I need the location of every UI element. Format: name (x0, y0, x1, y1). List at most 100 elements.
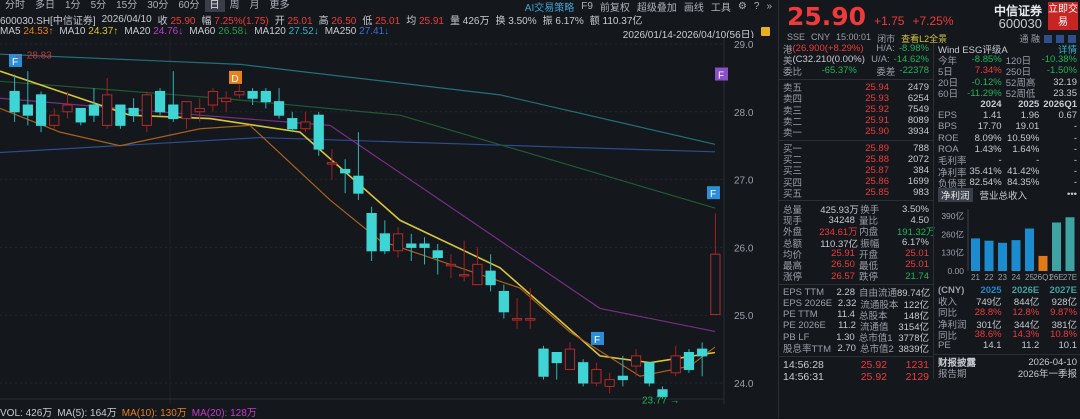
period-tab[interactable]: 1分 (65, 0, 81, 11)
chart-tab[interactable]: 营业总收入 (979, 190, 1028, 202)
toolbar-button[interactable]: AI交易策略 (524, 2, 575, 14)
orderbook-row[interactable]: 买二 25.88 2072 (783, 153, 929, 167)
chart-tab[interactable]: 净利润 (938, 187, 973, 202)
last-price: 25.90 (787, 2, 867, 31)
stat-row: 最高 26.50 最低 25.01 (783, 259, 929, 272)
bar (1052, 222, 1061, 272)
range-value: 7.25%(1.75) (214, 15, 269, 27)
performance-row: 60日 -11.29% 52周低 23.35 (938, 87, 1077, 101)
candle (88, 104, 100, 116)
lock-icon[interactable] (761, 27, 770, 36)
svg-text:25: 25 (1025, 273, 1034, 281)
ma20-line (0, 97, 716, 333)
period-tab[interactable]: 周 (229, 0, 240, 11)
ma120-line (0, 53, 716, 145)
detail-link[interactable]: 详情 (1057, 44, 1077, 56)
candle (511, 318, 523, 321)
period-tab[interactable]: 月 (249, 0, 260, 11)
event-marker-icon (9, 53, 22, 67)
period-tab[interactable]: 日 (204, 0, 225, 12)
y-axis-label: 25.0 (734, 311, 754, 322)
period-tab[interactable]: 多日 (35, 0, 55, 11)
low-marker: 23.77 → (642, 396, 680, 404)
orderbook-row[interactable]: 卖五 25.94 2479 (783, 81, 929, 95)
quote-row: 美 (C32.210(0.00%) U/A: -14.62% (783, 54, 929, 67)
stat-row: 总额 110.37亿 振幅 6.17% (783, 237, 929, 250)
edit-icon[interactable] (1044, 34, 1052, 43)
date-range-selector[interactable]: 2026/01/14-2026/04/10(56日) (622, 30, 754, 41)
candle (207, 90, 219, 106)
orderbook-row[interactable]: 卖二 25.91 8089 (783, 115, 929, 128)
bar (998, 243, 1007, 272)
candle (644, 362, 655, 384)
period-tab[interactable]: 15分 (116, 0, 138, 11)
ma-legend-item: MA20 24.76↓ (124, 26, 184, 37)
candle (578, 362, 589, 384)
trade-now-button[interactable]: 立即交易 (1048, 2, 1078, 30)
period-tab[interactable]: 30分 (147, 0, 169, 11)
candle (353, 175, 364, 194)
candle (564, 348, 576, 370)
ma-legend-item: MA250 27.41↓ (324, 26, 390, 37)
svg-text:F: F (718, 71, 724, 82)
orderbook-row[interactable]: 卖一 25.90 3934 (783, 126, 929, 139)
toolbar-button[interactable]: F9 (581, 0, 593, 12)
add-icon[interactable] (1068, 34, 1076, 43)
candle (326, 162, 338, 165)
period-tab[interactable]: 5分 (90, 0, 107, 11)
stock-name: 中信证券 (993, 4, 1042, 18)
financial-row: EPS 1.41 1.96 0.67 (938, 110, 1078, 122)
candle (154, 90, 166, 113)
y-axis-label: 29.0 (734, 40, 754, 51)
l2-link[interactable]: 查看L2全景 (901, 34, 948, 44)
valuation-row: PE 2026E 11.2 流通值 3154亿 (783, 320, 929, 333)
ma-legend-item: MA10 24.37↑ (59, 26, 119, 37)
toolbar-button[interactable]: 工具 (710, 2, 731, 14)
financial-row: ROA 1.43% 1.64% - (938, 143, 1078, 155)
toolbar-button[interactable]: 超级叠加 (636, 2, 677, 14)
candle (392, 233, 404, 252)
period-toolbar: 分时 多日 1分 5分 15分 30分 60分日周月更多 AI交易策略 F9 前复权 超级叠加 画线工… (0, 0, 778, 14)
more-icon[interactable]: ••• (1067, 189, 1077, 201)
orderbook-row[interactable]: 买一 25.89 788 (783, 142, 929, 156)
period-tab[interactable]: 更多 (269, 0, 290, 11)
gear-icon[interactable]: ⚙ (737, 0, 747, 12)
stat-row: 外盘 234.61万 内盘 191.32万 (783, 227, 936, 239)
stock-code: 600030 (998, 16, 1042, 31)
candle (194, 107, 205, 113)
ma-legend-item: MA60 26.58↓ (189, 26, 249, 37)
orderbook-row[interactable]: 卖三 25.92 7549 (783, 104, 929, 117)
valuation-row: EPS TTM 2.28 自由流通 89.74亿 (783, 286, 931, 300)
period-tab[interactable]: 分时 (5, 0, 25, 11)
orderbook-row[interactable]: 买三 25.87 384 (783, 164, 929, 178)
candle (181, 101, 192, 120)
help-icon[interactable]: ? (753, 0, 760, 12)
orderbook-row[interactable]: 买四 25.86 1699 (783, 176, 929, 189)
svg-text:D: D (231, 74, 238, 85)
valuation-row: PE TTM 11.4 总股本 148亿 (783, 309, 929, 322)
svg-text:390亿: 390亿 (941, 211, 964, 221)
ma60-line (0, 80, 716, 209)
candle (472, 263, 483, 286)
toolbar-button[interactable]: 画线 (683, 2, 704, 14)
orderbook-row[interactable]: 买五 25.85 983 (783, 187, 929, 200)
period-tab[interactable]: 60分 (178, 0, 200, 11)
event-marker-icon (707, 186, 720, 200)
low-value: 25.01 (375, 15, 401, 27)
candle (35, 94, 47, 126)
high-value: 26.50 (331, 15, 357, 27)
price-change-pct: +7.25% (912, 14, 954, 28)
stat-row: 现手 34248 量比 4.50 (783, 214, 929, 228)
expand-icon[interactable]: » (766, 0, 772, 12)
orderbook-row[interactable]: 卖四 25.93 6254 (783, 92, 929, 106)
divider (779, 200, 933, 202)
toolbar-button[interactable]: 前复权 (599, 2, 630, 14)
candle (260, 90, 271, 103)
candle (49, 114, 60, 126)
settings-icon[interactable] (1056, 34, 1064, 43)
ma-legend-item: MA5 24.53↑ (0, 26, 54, 37)
bar (1038, 256, 1048, 272)
candle (485, 270, 496, 286)
event-marker-icon (229, 70, 242, 84)
